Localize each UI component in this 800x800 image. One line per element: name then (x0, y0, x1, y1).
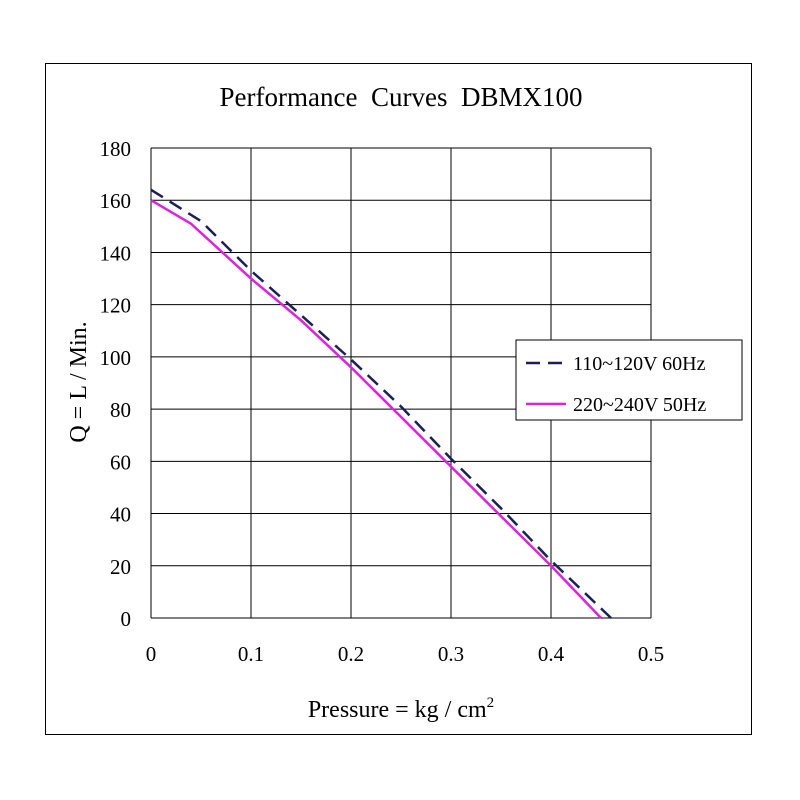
legend-label: 220~240V 50Hz (573, 394, 706, 416)
y-tick-label: 120 (100, 294, 132, 318)
y-tick-label: 20 (110, 555, 131, 579)
y-tick-label: 60 (110, 450, 131, 474)
series-line (150, 188, 612, 619)
y-axis-label: Q = L / Min. (66, 321, 92, 442)
x-tick-label: 0.4 (538, 642, 565, 666)
x-tick-label: 0.1 (238, 642, 264, 666)
x-tick-label: 0 (146, 642, 157, 666)
y-tick-label: 180 (100, 137, 132, 161)
x-tick-label: 0.3 (438, 642, 464, 666)
y-tick-label: 80 (110, 398, 131, 422)
x-tick-label: 0.5 (638, 642, 664, 666)
x-axis-label-text: Pressure = kg / cm (308, 697, 487, 723)
x-tick-label: 0.2 (338, 642, 364, 666)
legend: 110~120V 60Hz 220~240V 50Hz (515, 339, 743, 421)
plot-area: 0 20 40 60 80 100 120 140 160 180 0 0.1 0.2 0.3 0.4 0.5 (100, 137, 665, 666)
y-tick-label: 140 (100, 241, 132, 265)
y-tick-label: 0 (121, 607, 132, 631)
y-tick-label: 100 (100, 346, 132, 370)
y-tick-label: 40 (110, 503, 131, 527)
performance-chart: Performance Curves DBMX100 0204060801001… (66, 82, 743, 723)
x-axis-label: Pressure = kg / cm2 (308, 695, 494, 723)
legend-label: 110~120V 60Hz (573, 353, 706, 375)
x-axis-label-superscript: 2 (487, 695, 495, 711)
legend-box (515, 339, 743, 421)
series-line (150, 199, 602, 619)
chart-title: Performance Curves DBMX100 (220, 82, 583, 112)
chart-frame: Performance Curves DBMX100 0 20 40 60 80 100 1… (45, 63, 752, 735)
y-tick-label: 160 (100, 189, 132, 213)
